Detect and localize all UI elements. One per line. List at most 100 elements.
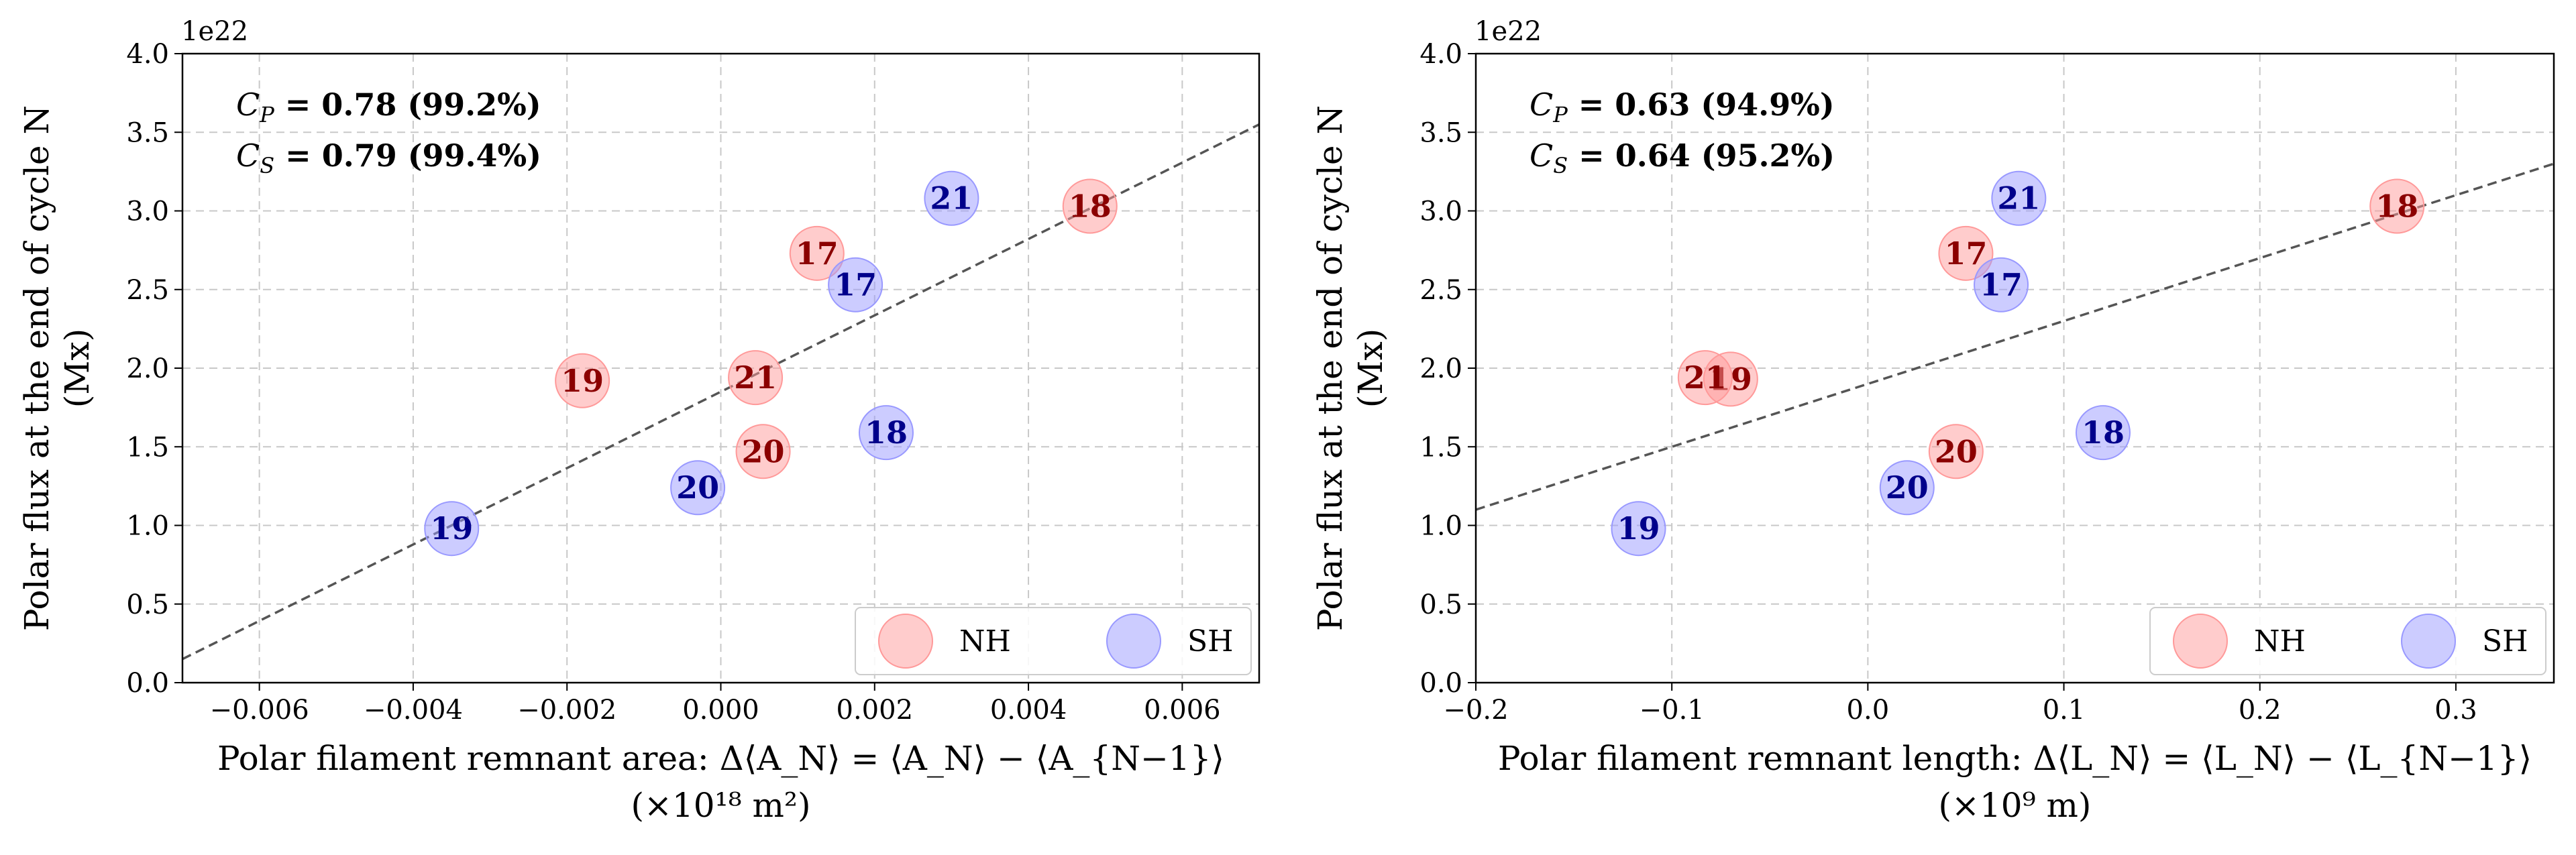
y-tick-label: 2.5	[126, 275, 169, 306]
x-tick-label: 0.1	[2043, 695, 2086, 726]
data-point-nh-17	[1938, 225, 1994, 281]
correlation-spearman: CS = 0.64 (95.2%)	[1529, 137, 1835, 178]
data-label-sh-19: 19	[430, 510, 473, 547]
plot-frame	[1474, 52, 2555, 684]
data-label-nh-17: 17	[1944, 235, 1987, 272]
data-label-nh-20: 20	[1935, 433, 1978, 469]
data-point-sh-18	[858, 405, 914, 461]
y-tick-label: 2.0	[1419, 353, 1462, 384]
data-point-sh-19	[424, 501, 480, 557]
data-point-nh-20	[735, 424, 791, 479]
y-axis-label: Polar flux at the end of cycle N	[17, 105, 56, 631]
data-label-nh-21: 21	[1684, 359, 1727, 396]
y-tick-label: 0.0	[126, 668, 169, 699]
x-axis-label-units: (×10⁹ m)	[1939, 786, 2092, 825]
plot-frame	[181, 52, 1260, 684]
y-tick-label: 1.0	[126, 511, 169, 542]
y-axis-label: Polar flux at the end of cycle N	[1311, 105, 1350, 631]
data-point-sh-20	[1879, 460, 1935, 516]
x-tick-label: 0.2	[2239, 695, 2282, 726]
x-tick-label: 0.006	[1144, 695, 1221, 726]
data-point-nh-21	[728, 350, 784, 406]
y-tick-label: 1.5	[1419, 432, 1462, 463]
data-label-nh-20: 20	[742, 433, 785, 469]
chart-panel-2: −0.2 −0.1 0.0 0.1 0.2 0.3 0.0 0.5 1.0 1.5 2.0 2.5 3.…	[1311, 16, 2555, 825]
data-label-sh-19: 19	[1617, 510, 1660, 547]
data-point-nh-18	[2369, 178, 2425, 234]
data-point-nh-17	[789, 225, 845, 281]
x-tick-label: −0.006	[210, 695, 309, 726]
axis-offset-label: 1e22	[1474, 16, 1542, 47]
chart-panel-1: −0.006 −0.004 −0.002 0.000 0.002 0.004 0.006 0.…	[17, 16, 1260, 825]
x-tick-label: 0.002	[837, 695, 914, 726]
legend: NH SH	[855, 607, 1252, 675]
x-axis-label: Polar filament remnant length: Δ⟨L_N⟩ = …	[1498, 739, 2532, 778]
legend: NH SH	[2149, 607, 2546, 675]
data-label-nh-18: 18	[1069, 188, 1112, 224]
y-tick-label: 2.5	[1419, 275, 1462, 306]
data-label-sh-20: 20	[1886, 469, 1929, 506]
data-point-sh-18	[2075, 405, 2131, 461]
legend-marker-sh	[1106, 614, 1161, 669]
data-label-sh-20: 20	[676, 469, 719, 506]
data-point-sh-17	[828, 257, 883, 312]
legend-label-sh: SH	[1187, 624, 1234, 659]
data-point-nh-18	[1062, 178, 1118, 234]
data-point-nh-21	[1677, 350, 1733, 406]
data-point-sh-17	[1974, 257, 2029, 312]
data-point-sh-20	[670, 460, 726, 516]
legend-marker-sh	[2401, 614, 2456, 669]
x-tick-label: 0.0	[1847, 695, 1890, 726]
correlation-pearson: CP = 0.78 (99.2%)	[236, 87, 541, 127]
y-tick-label: 4.0	[126, 39, 169, 70]
legend-marker-nh	[878, 614, 933, 669]
y-tick-label: 2.0	[126, 353, 169, 384]
x-tick-label: 0.3	[2434, 695, 2477, 726]
data-label-nh-21: 21	[734, 359, 777, 396]
y-tick-label: 0.5	[126, 589, 169, 620]
data-label-nh-17: 17	[796, 235, 839, 272]
data-label-sh-21: 21	[1997, 180, 2040, 217]
y-tick-label: 0.5	[1419, 589, 1462, 620]
data-label-sh-17: 17	[834, 267, 877, 303]
x-tick-label: 0.004	[990, 695, 1067, 726]
legend-label-nh: NH	[2254, 624, 2306, 659]
y-tick-label: 3.0	[126, 196, 169, 227]
y-tick-label: 1.0	[1419, 511, 1462, 542]
y-tick-label: 3.5	[126, 117, 169, 148]
data-label-nh-18: 18	[2375, 188, 2418, 224]
data-point-nh-20	[1928, 424, 1984, 479]
data-label-sh-21: 21	[930, 180, 973, 217]
data-point-sh-21	[1991, 170, 2047, 226]
x-tick-label: 0.000	[682, 695, 759, 726]
x-tick-label: −0.002	[517, 695, 616, 726]
x-tick-label: −0.004	[364, 695, 463, 726]
data-label-sh-17: 17	[1980, 267, 2023, 303]
correlation-spearman: CS = 0.79 (99.4%)	[236, 137, 541, 178]
correlation-pearson: CP = 0.63 (94.9%)	[1529, 87, 1835, 127]
fit-line	[1476, 162, 2554, 511]
data-point-nh-19	[555, 353, 610, 408]
data-point-sh-19	[1611, 501, 1666, 557]
axis-offset-label: 1e22	[181, 16, 248, 47]
data-label-sh-18: 18	[2082, 414, 2125, 451]
x-axis-label-units: (×10¹⁸ m²)	[631, 786, 811, 825]
fit-line	[182, 123, 1259, 661]
y-tick-label: 0.0	[1419, 668, 1462, 699]
legend-label-nh: NH	[959, 624, 1011, 659]
y-tick-label: 1.5	[126, 432, 169, 463]
x-axis-label: Polar filament remnant area: Δ⟨A_N⟩ = ⟨A…	[217, 739, 1224, 778]
legend-marker-nh	[2173, 614, 2228, 669]
legend-label-sh: SH	[2482, 624, 2528, 659]
y-tick-label: 4.0	[1419, 39, 1462, 70]
y-tick-label: 3.5	[1419, 117, 1462, 148]
data-label-sh-18: 18	[865, 414, 908, 451]
x-tick-label: −0.2	[1443, 695, 1508, 726]
y-axis-label-units: (Mx)	[58, 329, 97, 408]
x-tick-label: −0.1	[1640, 695, 1705, 726]
y-tick-label: 3.0	[1419, 196, 1462, 227]
data-label-nh-19: 19	[561, 363, 604, 399]
y-axis-label-units: (Mx)	[1351, 329, 1390, 408]
data-point-sh-21	[924, 170, 979, 226]
